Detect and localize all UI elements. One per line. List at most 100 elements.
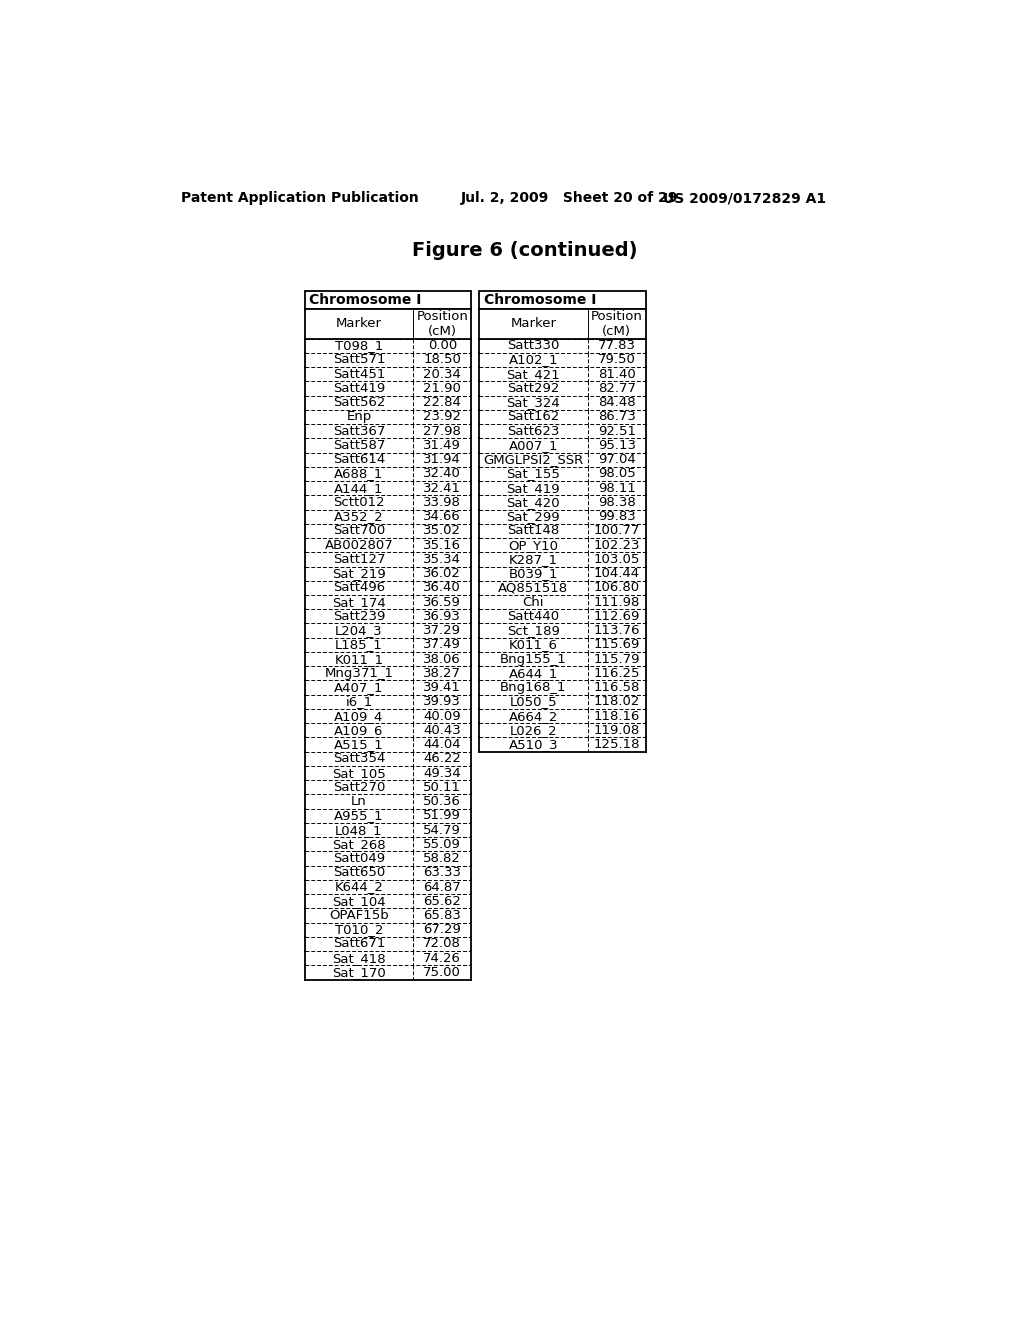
Text: 64.87: 64.87 [423, 880, 461, 894]
Text: 21.90: 21.90 [423, 381, 461, 395]
Text: 36.40: 36.40 [423, 581, 461, 594]
Text: 54.79: 54.79 [423, 824, 461, 837]
Text: 35.16: 35.16 [423, 539, 461, 552]
Text: 40.09: 40.09 [424, 710, 461, 722]
Text: OP_Y10: OP_Y10 [508, 539, 558, 552]
Text: A007_1: A007_1 [509, 440, 558, 451]
Text: 79.50: 79.50 [598, 354, 636, 367]
Text: 65.83: 65.83 [423, 909, 461, 921]
Text: 112.69: 112.69 [594, 610, 640, 623]
Text: 44.04: 44.04 [424, 738, 461, 751]
Text: L026_2: L026_2 [510, 723, 557, 737]
Text: 35.34: 35.34 [423, 553, 461, 566]
Text: 116.58: 116.58 [594, 681, 640, 694]
Text: 23.92: 23.92 [423, 411, 461, 424]
Text: 63.33: 63.33 [423, 866, 461, 879]
Bar [305, 309, 471, 339]
Text: Satt239: Satt239 [333, 610, 385, 623]
Text: 46.22: 46.22 [423, 752, 461, 766]
Text: 98.38: 98.38 [598, 496, 636, 510]
Text: AB002807: AB002807 [325, 539, 393, 552]
Text: 84.48: 84.48 [598, 396, 636, 409]
Text: 33.98: 33.98 [423, 496, 461, 510]
Text: Satt451: Satt451 [333, 368, 385, 380]
Text: 118.02: 118.02 [594, 696, 640, 709]
Text: 20.34: 20.34 [423, 368, 461, 380]
Text: Satt292: Satt292 [507, 381, 559, 395]
Text: A688_1: A688_1 [334, 467, 384, 480]
Text: 98.05: 98.05 [598, 467, 636, 480]
Text: Sat_104: Sat_104 [332, 895, 386, 908]
Text: 118.16: 118.16 [594, 710, 640, 722]
Text: 50.11: 50.11 [423, 781, 461, 793]
Text: Sat_170: Sat_170 [332, 966, 386, 979]
Text: Satt148: Satt148 [507, 524, 559, 537]
Text: Bng155_1: Bng155_1 [500, 652, 566, 665]
Text: 92.51: 92.51 [598, 425, 636, 438]
Text: 31.94: 31.94 [423, 453, 461, 466]
Text: 65.62: 65.62 [423, 895, 461, 908]
Text: Sat_418: Sat_418 [332, 952, 386, 965]
Text: Satt650: Satt650 [333, 866, 385, 879]
Text: 115.79: 115.79 [593, 652, 640, 665]
Text: 39.93: 39.93 [423, 696, 461, 709]
Text: 38.27: 38.27 [423, 667, 461, 680]
Text: 31.49: 31.49 [423, 440, 461, 451]
Bar [305, 290, 471, 309]
Text: Satt330: Satt330 [507, 339, 559, 352]
Text: A407_1: A407_1 [334, 681, 384, 694]
Text: 51.99: 51.99 [423, 809, 461, 822]
Text: A102_1: A102_1 [509, 354, 558, 367]
Text: 119.08: 119.08 [594, 723, 640, 737]
Text: GMGLPSI2_SSR: GMGLPSI2_SSR [483, 453, 584, 466]
Text: Satt671: Satt671 [333, 937, 385, 950]
Text: Satt496: Satt496 [333, 581, 385, 594]
Text: Sat_419: Sat_419 [507, 482, 560, 495]
Text: Position
(cM): Position (cM) [591, 310, 643, 338]
Text: 32.40: 32.40 [423, 467, 461, 480]
Text: US 2009/0172829 A1: US 2009/0172829 A1 [663, 191, 826, 206]
Text: Satt562: Satt562 [333, 396, 385, 409]
Text: 125.18: 125.18 [593, 738, 640, 751]
Text: Satt162: Satt162 [507, 411, 559, 424]
Text: A955_1: A955_1 [334, 809, 384, 822]
Text: L048_1: L048_1 [335, 824, 383, 837]
Text: Satt127: Satt127 [333, 553, 385, 566]
Text: A515_1: A515_1 [334, 738, 384, 751]
Text: Sat_420: Sat_420 [507, 496, 560, 510]
Text: 106.80: 106.80 [594, 581, 640, 594]
Text: Satt587: Satt587 [333, 440, 385, 451]
Text: Satt623: Satt623 [507, 425, 559, 438]
Text: Figure 6 (continued): Figure 6 (continued) [412, 242, 638, 260]
Text: 50.36: 50.36 [423, 795, 461, 808]
Text: 81.40: 81.40 [598, 368, 636, 380]
Text: 116.25: 116.25 [593, 667, 640, 680]
Text: Marker: Marker [336, 317, 382, 330]
Bar [479, 290, 646, 309]
Text: 27.98: 27.98 [423, 425, 461, 438]
Text: 58.82: 58.82 [423, 851, 461, 865]
Text: Satt049: Satt049 [333, 851, 385, 865]
Text: T010_2: T010_2 [335, 923, 383, 936]
Text: 38.06: 38.06 [423, 652, 461, 665]
Text: 97.04: 97.04 [598, 453, 636, 466]
Text: Bng168_1: Bng168_1 [500, 681, 566, 694]
Text: Position
(cM): Position (cM) [417, 310, 468, 338]
Text: 39.41: 39.41 [423, 681, 461, 694]
Text: 98.11: 98.11 [598, 482, 636, 495]
Text: L204_3: L204_3 [335, 624, 383, 638]
Text: Satt571: Satt571 [333, 354, 385, 367]
Text: 34.66: 34.66 [423, 510, 461, 523]
Text: AQ851518: AQ851518 [499, 581, 568, 594]
Text: Enp: Enp [346, 411, 372, 424]
Text: 49.34: 49.34 [423, 767, 461, 780]
Text: 113.76: 113.76 [593, 624, 640, 638]
Text: Patent Application Publication: Patent Application Publication [180, 191, 419, 206]
Text: Satt700: Satt700 [333, 524, 385, 537]
Text: A644_1: A644_1 [509, 667, 558, 680]
Text: 55.09: 55.09 [423, 838, 461, 851]
Text: Satt419: Satt419 [333, 381, 385, 395]
Text: Chromosome I: Chromosome I [483, 293, 596, 308]
Text: Jul. 2, 2009   Sheet 20 of 29: Jul. 2, 2009 Sheet 20 of 29 [461, 191, 679, 206]
Text: Chi: Chi [522, 595, 544, 609]
